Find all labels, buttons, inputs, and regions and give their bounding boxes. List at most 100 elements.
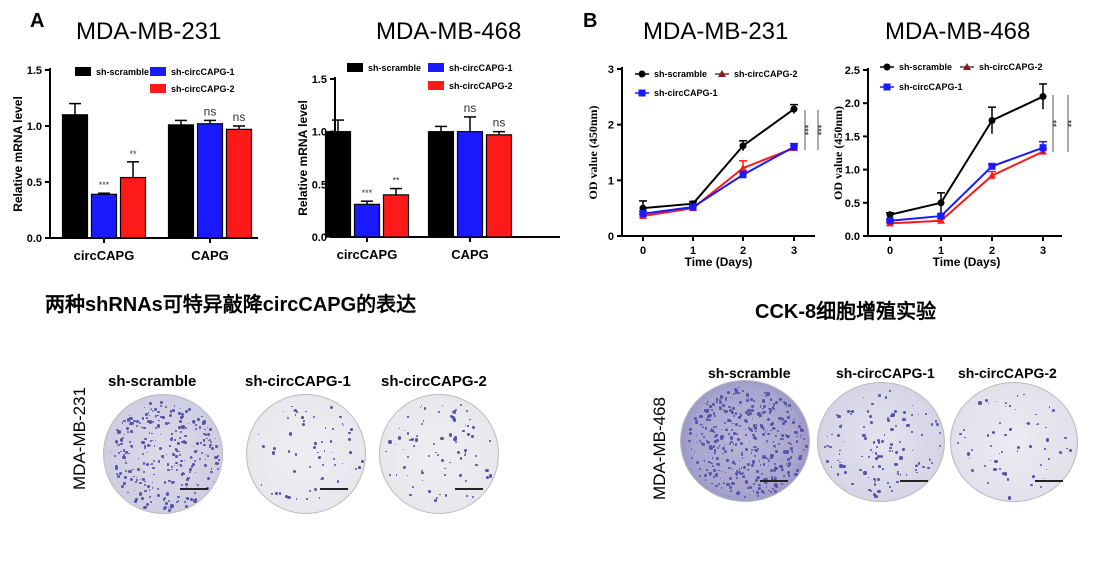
scale-bar [320, 488, 348, 490]
colony-plate-231-circ2 [379, 394, 499, 514]
y-tick-label: 1.0 [312, 127, 327, 139]
chart-title-cck8-231: MDA-MB-231 [643, 18, 789, 45]
legend-swatch [428, 63, 444, 72]
series-line-sh-circCAPG-2 [642, 147, 795, 217]
significance-label: ** [129, 149, 137, 159]
x-tick-label: circCAPG [74, 248, 135, 263]
colony-label-left-2: sh-circCAPG-2 [381, 373, 487, 390]
legend-label: sh-circCAPG-1 [654, 88, 718, 98]
significance-label: *** [99, 180, 110, 190]
x-tick-label: 1 [690, 245, 696, 257]
data-point [739, 171, 747, 179]
colony-label-left-1: sh-circCAPG-1 [245, 373, 351, 390]
legend-label: sh-scramble [654, 69, 707, 79]
data-point [988, 116, 996, 124]
colony-cell-line-left: MDA-MB-231 [70, 387, 89, 490]
x-tick-label: 0 [640, 245, 646, 257]
legend-label: sh-circCAPG-2 [979, 62, 1043, 72]
caption-qpcr: 两种shRNAs可特异敲降circCAPG的表达 [45, 294, 417, 316]
y-axis-label: OD value (450nm) [586, 106, 600, 200]
bar-sh-scramble [324, 131, 352, 238]
y-tick-label: 0.5 [312, 179, 327, 191]
bar-sh-circCAPG-2 [119, 176, 147, 239]
legend-marker [883, 63, 891, 71]
y-tick-label: 0.5 [845, 198, 860, 210]
x-tick-label: 3 [791, 245, 797, 257]
chart-2: 0 1 2 3 OD value (450nm) 0 1 2 3 Time (Days) sh-sc… [586, 64, 823, 269]
legend-marker [718, 70, 726, 77]
bar-sh-scramble [167, 124, 195, 239]
legend-label: sh-scramble [368, 63, 421, 73]
colony-plate-468-circ1 [817, 382, 945, 502]
data-point [689, 203, 697, 211]
significance-label: *** [362, 188, 373, 198]
series-line-sh-scramble [642, 108, 795, 210]
scale-bar [900, 480, 928, 482]
chart-title-cck8-468: MDA-MB-468 [885, 18, 1031, 45]
y-tick-label: 2.0 [845, 98, 860, 110]
scale-bar [1035, 480, 1063, 482]
y-axis-label: Relative mRNA level [296, 100, 310, 216]
legend-label: sh-circCAPG-1 [449, 63, 513, 73]
bar-sh-circCAPG-1 [196, 123, 224, 239]
data-point [988, 171, 996, 179]
data-point [639, 204, 647, 212]
y-tick-label: 0.0 [845, 231, 860, 243]
x-tick-label: 3 [1040, 245, 1046, 257]
data-point [886, 211, 894, 219]
y-axis-label: Relative mRNA level [11, 96, 25, 212]
y-tick-label: 1.5 [845, 131, 860, 143]
legend-label: sh-circCAPG-2 [171, 84, 235, 94]
legend-swatch [428, 81, 444, 90]
significance-label: *** [800, 125, 810, 136]
y-tick-label: 0.0 [27, 233, 42, 245]
legend-swatch [347, 63, 363, 72]
y-tick-label: 0.5 [27, 177, 42, 189]
scale-bar [455, 488, 483, 490]
y-tick-label: 3 [608, 64, 614, 76]
significance-label: ns [493, 116, 506, 130]
series-line-sh-circCAPG-1 [642, 146, 795, 215]
scale-bar [180, 488, 208, 490]
series-line-sh-circCAPG-1 [889, 146, 1044, 222]
colony-cell-line-right: MDA-MB-468 [650, 397, 669, 500]
x-tick-label: 2 [740, 245, 746, 257]
bar-sh-circCAPG-2 [485, 134, 513, 238]
data-point [790, 143, 798, 151]
y-tick-label: 1.5 [312, 74, 327, 86]
legend-marker [883, 83, 891, 91]
series-line-sh-scramble [889, 95, 1044, 216]
data-point [1039, 144, 1047, 152]
colony-label-right-2: sh-circCAPG-2 [958, 365, 1057, 381]
legend-swatch [150, 67, 166, 76]
legend-label: sh-circCAPG-2 [734, 69, 798, 79]
y-tick-label: 1.5 [27, 65, 42, 77]
legend-swatch [150, 84, 166, 93]
x-tick-label: 0 [887, 245, 893, 257]
data-point [1039, 93, 1047, 101]
y-tick-label: 2 [608, 120, 614, 132]
data-point [886, 217, 894, 225]
legend-label: sh-circCAPG-2 [449, 81, 513, 91]
series-line-sh-circCAPG-2 [889, 150, 1044, 225]
data-point [639, 210, 647, 218]
data-point [937, 212, 945, 220]
colony-plate-231-scramble [103, 394, 223, 514]
bar-sh-circCAPG-1 [456, 131, 484, 238]
colony-plate-231-circ1 [246, 394, 366, 514]
y-tick-label: 0.0 [312, 232, 327, 244]
colony-plate-468-scramble [680, 380, 810, 502]
x-axis-label: Time (Days) [685, 255, 753, 269]
x-axis-label: Time (Days) [933, 255, 1001, 269]
chart-title-qpcr-231: MDA-MB-231 [76, 18, 222, 45]
colony-label-right-1: sh-circCAPG-1 [836, 365, 935, 381]
colony-label-right-0: sh-scramble [708, 365, 791, 381]
chart-1: 0.0 0.5 1.0 1.5 Relative mRNA level circCAPG *… [296, 63, 560, 262]
significance-label: ** [392, 176, 400, 186]
significance-label: *** [813, 125, 823, 136]
significance-label: ns [204, 104, 217, 118]
x-tick-label: CAPG [191, 248, 229, 263]
y-tick-label: 2.5 [845, 65, 860, 77]
significance-label: ns [464, 101, 477, 115]
